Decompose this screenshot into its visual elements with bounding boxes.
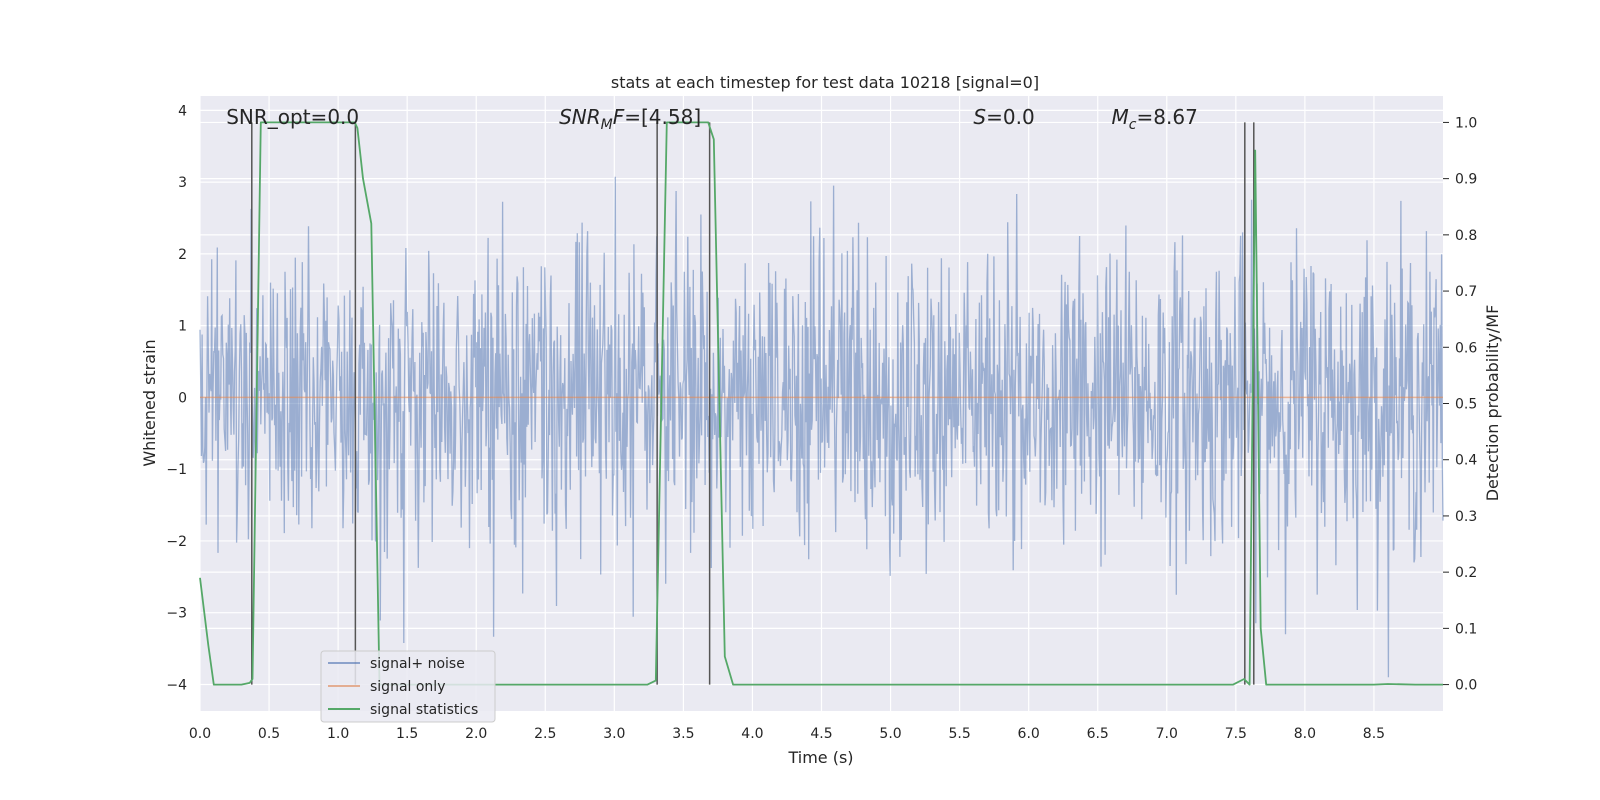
annotation-3: Mc=8.67 bbox=[1112, 105, 1198, 133]
x-tick-label: 0.0 bbox=[189, 726, 211, 742]
series-signal-statistics bbox=[199, 121, 1443, 686]
x-tick-labels: 0.0 0.5 1.0 1.5 2.0 2.5 3.0 3.5 4.0 4.5 5.0 5.5 6.0 6… bbox=[189, 726, 1385, 742]
annotation-1: SNRMF=[4.58] bbox=[559, 105, 701, 133]
annotation-0: SNR_opt=0.0 bbox=[226, 105, 359, 129]
x-tick-label: 4.0 bbox=[741, 726, 763, 742]
legend-label-signal-statistics: signal statistics bbox=[370, 702, 478, 718]
y2-axis-label: Detection probability/MF bbox=[1483, 305, 1502, 502]
x-tick-label: 1.5 bbox=[396, 726, 418, 742]
x-tick-label: 2.0 bbox=[465, 726, 487, 742]
annotations: SNR_opt=0.0 SNRMF=[4.58] S=0.0 Mc=8.67 bbox=[226, 105, 1198, 133]
y-tick-label: −1 bbox=[166, 462, 187, 478]
x-tick-label: 3.0 bbox=[603, 726, 625, 742]
x-tick-label: 8.0 bbox=[1294, 726, 1316, 742]
y-tick-label: 0 bbox=[178, 390, 187, 406]
y-tick-label: 2 bbox=[178, 247, 187, 263]
x-tick-label: 0.5 bbox=[258, 726, 280, 742]
legend-box bbox=[320, 650, 496, 723]
y2-tick-label: 0.7 bbox=[1455, 284, 1477, 300]
y2-tick-label: 0.0 bbox=[1455, 678, 1477, 694]
x-tick-label: 5.0 bbox=[879, 726, 901, 742]
x-tick-label: 7.0 bbox=[1156, 726, 1178, 742]
y-axis-label: Whitened strain bbox=[140, 339, 159, 466]
annotation-2: S=0.0 bbox=[973, 105, 1034, 129]
signal-statistics-line bbox=[199, 121, 1443, 686]
x-tick-label: 6.5 bbox=[1087, 726, 1109, 742]
legend-label-signal-noise: signal+ noise bbox=[370, 656, 465, 672]
y-tick-label: 3 bbox=[178, 175, 187, 191]
y-tick-label: −3 bbox=[166, 606, 187, 622]
legend-label-signal-only: signal only bbox=[370, 679, 445, 695]
x-tick-label: 7.5 bbox=[1225, 726, 1247, 742]
y2-tick-label: 0.8 bbox=[1455, 228, 1477, 244]
y2-tick-label: 0.6 bbox=[1455, 340, 1477, 356]
y2-tick-label: 0.2 bbox=[1455, 565, 1477, 581]
y2-tick-label: 0.9 bbox=[1455, 172, 1477, 188]
y-tick-label: −2 bbox=[166, 534, 187, 550]
chart-title: stats at each timestep for test data 102… bbox=[611, 73, 1039, 92]
y-tick-labels: −4 −3 −2 −1 0 1 2 3 4 bbox=[166, 103, 187, 693]
x-tick-label: 1.0 bbox=[327, 726, 349, 742]
y2-tick-label: 0.3 bbox=[1455, 509, 1477, 525]
x-tick-label: 2.5 bbox=[534, 726, 556, 742]
x-tick-label: 5.5 bbox=[948, 726, 970, 742]
y-tick-label: 1 bbox=[178, 319, 187, 335]
y-tick-label: −4 bbox=[166, 677, 187, 693]
y2-tick-label: 0.1 bbox=[1455, 621, 1477, 637]
y2-tick-labels: 0.0 0.1 0.2 0.3 0.4 0.5 0.6 0.7 0.8 0.9 1.0 bbox=[1443, 115, 1477, 694]
series-signal-noise bbox=[199, 176, 1444, 678]
x-tick-label: 6.0 bbox=[1018, 726, 1040, 742]
y-tick-label: 4 bbox=[178, 103, 187, 119]
x-tick-label: 3.5 bbox=[672, 726, 694, 742]
x-axis-label: Time (s) bbox=[787, 748, 853, 767]
signal-noise-line bbox=[199, 176, 1444, 678]
y2-tick-label: 0.4 bbox=[1455, 453, 1477, 469]
y2-tick-label: 0.5 bbox=[1455, 397, 1477, 413]
x-tick-label: 4.5 bbox=[810, 726, 832, 742]
y2-tick-label: 1.0 bbox=[1455, 115, 1477, 131]
x-tick-label: 8.5 bbox=[1363, 726, 1385, 742]
legend: signal+ noise signal only signal statist… bbox=[320, 650, 496, 723]
